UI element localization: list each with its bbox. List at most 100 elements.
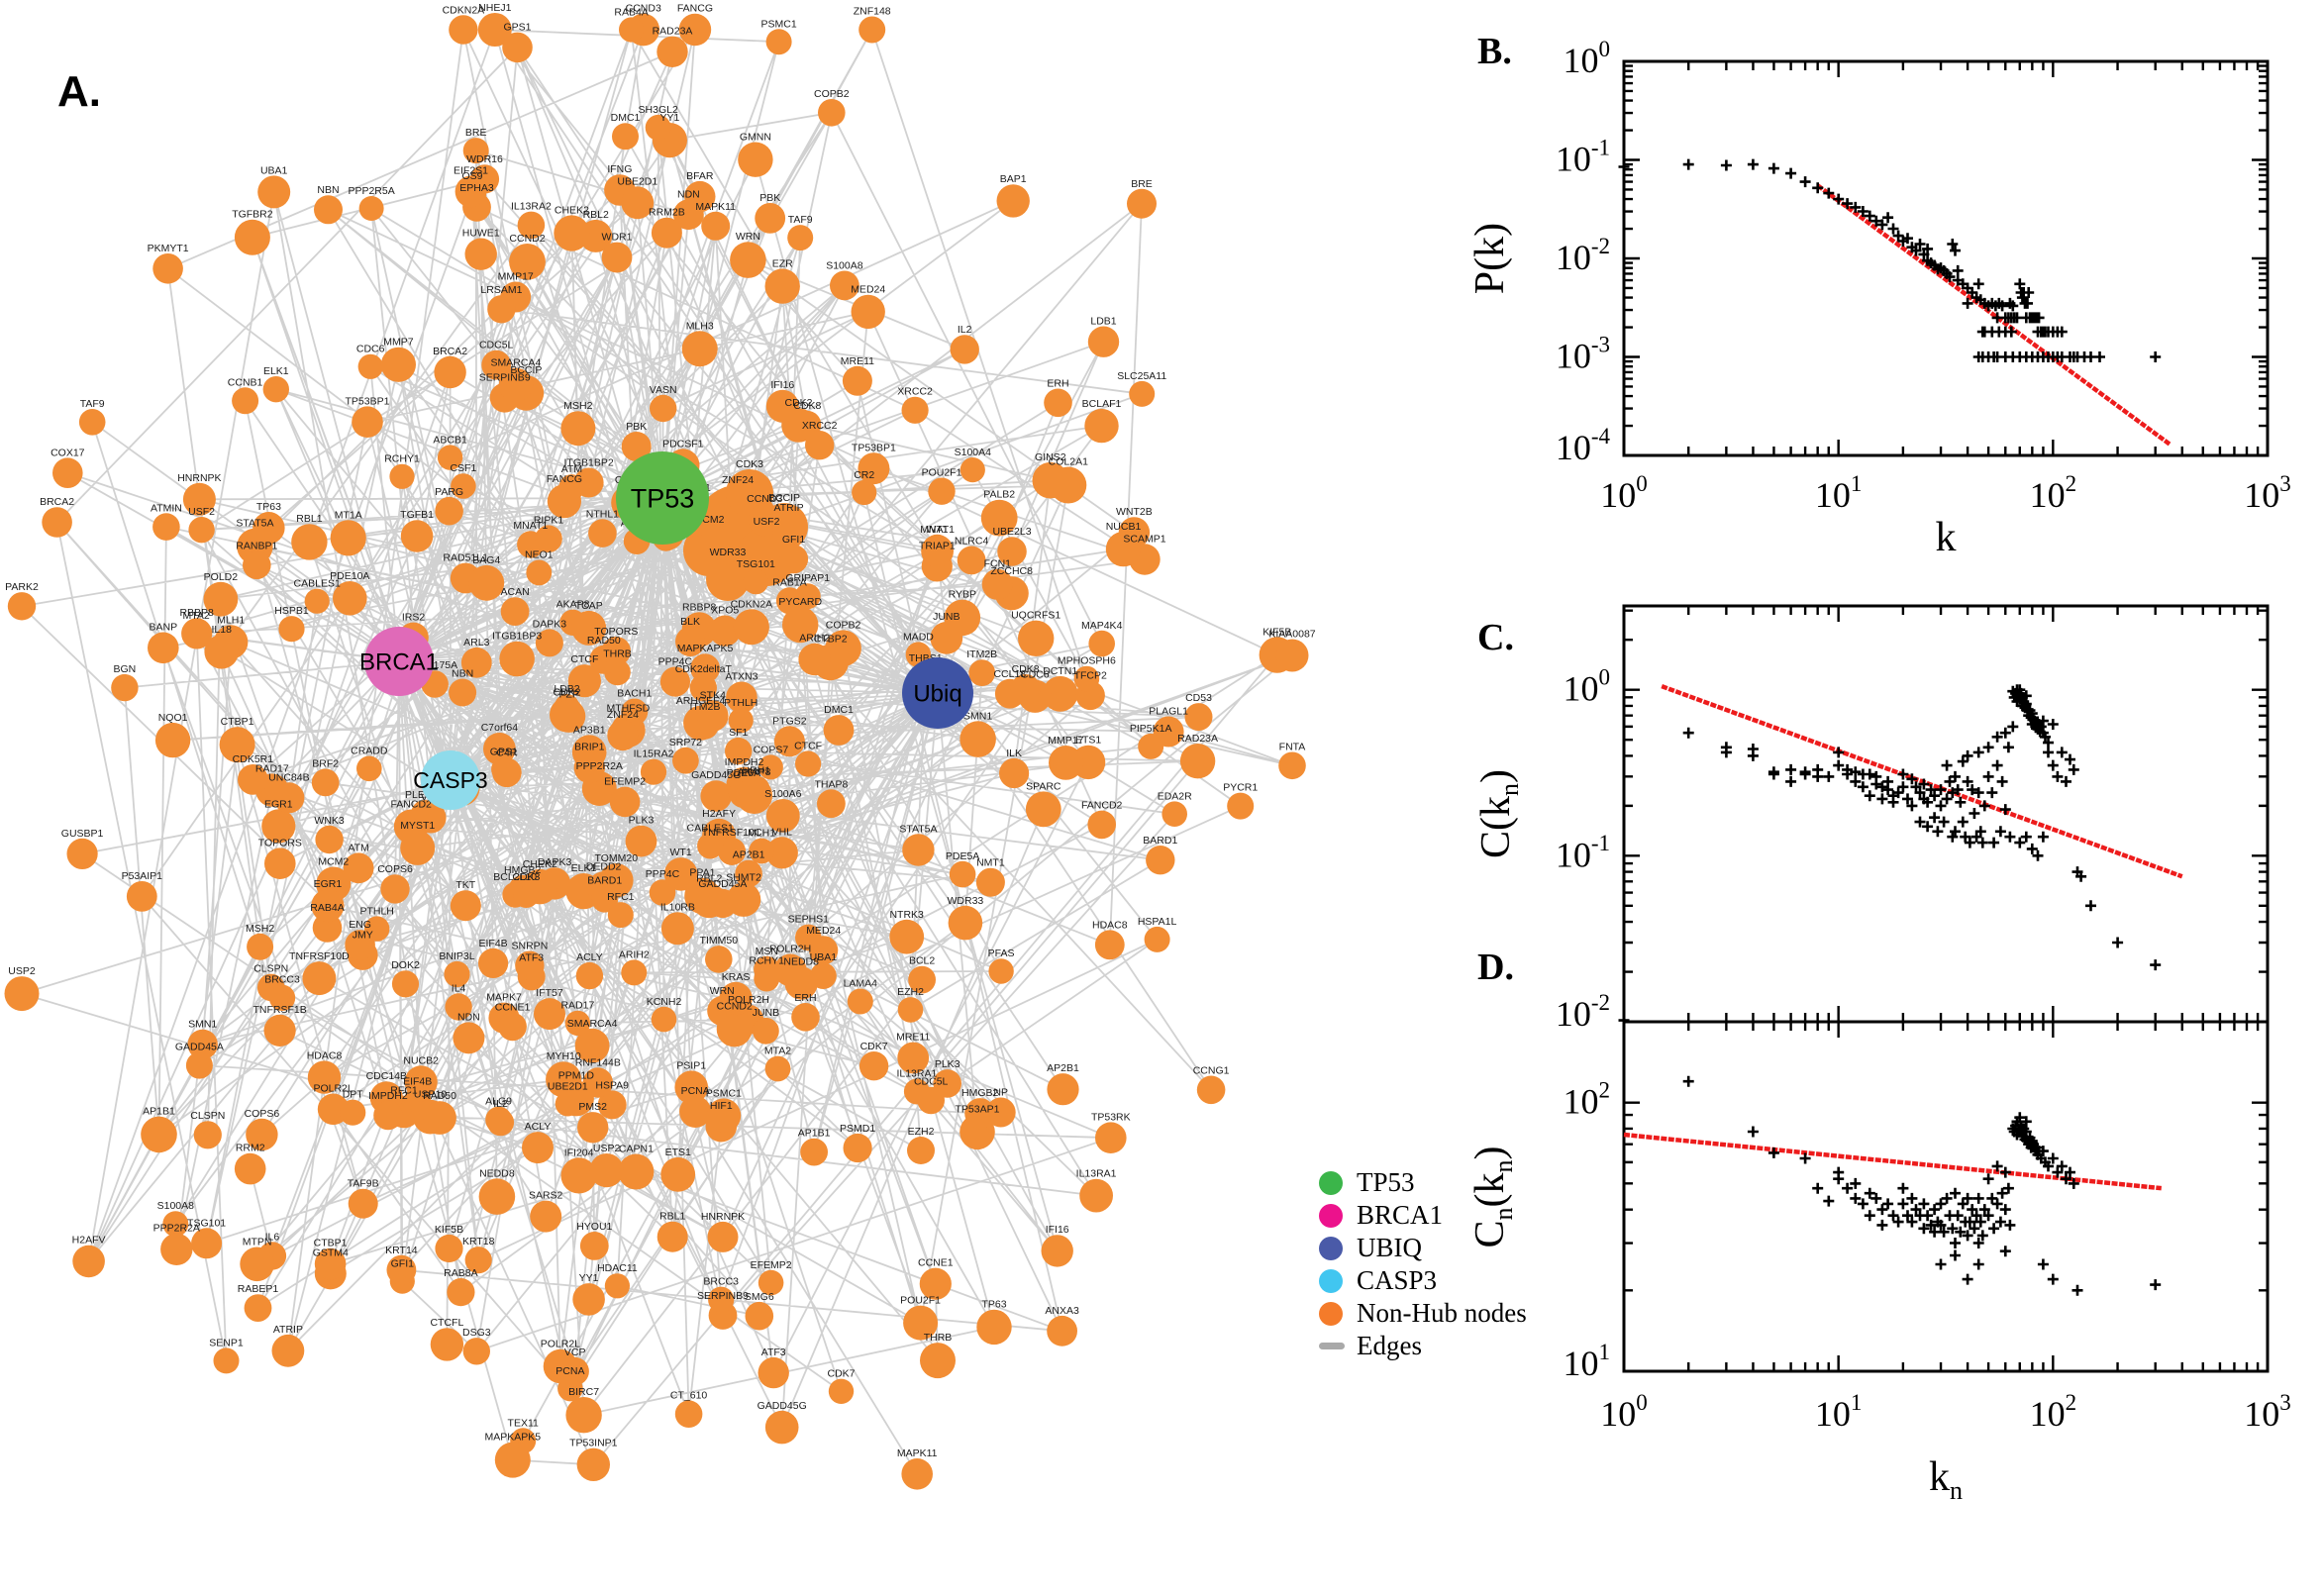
svg-text:GMNN: GMNN	[740, 132, 771, 144]
svg-text:RAB1A: RAB1A	[772, 576, 806, 588]
svg-text:EFEMP2: EFEMP2	[751, 1259, 792, 1271]
svg-text:ZNF24: ZNF24	[607, 709, 639, 721]
svg-text:10-2: 10-2	[1556, 233, 1610, 277]
svg-text:WRN: WRN	[736, 231, 760, 243]
svg-text:DPT: DPT	[343, 1089, 364, 1101]
svg-text:BIRC7: BIRC7	[568, 1386, 599, 1398]
svg-text:COX17: COX17	[50, 447, 85, 458]
svg-text:VCP: VCP	[564, 1347, 586, 1358]
svg-text:TP53BP1: TP53BP1	[852, 442, 896, 453]
svg-text:KRT18: KRT18	[462, 1236, 495, 1247]
svg-text:k: k	[1936, 515, 1957, 560]
svg-text:DOK2: DOK2	[391, 959, 420, 971]
svg-text:STAT5A: STAT5A	[899, 823, 937, 835]
svg-text:TCAP: TCAP	[575, 600, 603, 612]
svg-text:DMC1: DMC1	[611, 112, 641, 124]
edge-line-swatch	[1319, 1343, 1345, 1349]
svg-text:XPO5: XPO5	[711, 605, 739, 617]
svg-text:CHEK2: CHEK2	[523, 858, 557, 870]
svg-text:BLK: BLK	[680, 616, 700, 628]
legend-item-edges: Edges	[1319, 1330, 1557, 1362]
svg-text:PTHLH: PTHLH	[724, 697, 758, 709]
svg-text:TNFRSF10C: TNFRSF10C	[702, 827, 762, 839]
hub-nodes-layer: TP53 BRCA1 CASP3 Ubiq	[359, 451, 973, 810]
svg-text:FANCG: FANCG	[677, 3, 713, 15]
svg-text:BRIP1: BRIP1	[574, 742, 605, 753]
svg-text:AKAP8: AKAP8	[556, 599, 590, 611]
svg-text:LAMA4: LAMA4	[844, 978, 878, 990]
svg-text:IMPDH2: IMPDH2	[725, 756, 764, 768]
svg-text:CCNE1: CCNE1	[495, 1002, 531, 1014]
svg-text:LDB2: LDB2	[554, 683, 579, 695]
svg-text:DEDD2: DEDD2	[586, 860, 622, 872]
svg-text:STK4: STK4	[700, 689, 726, 701]
svg-text:RRM2B: RRM2B	[649, 207, 685, 219]
svg-text:ITM2B: ITM2B	[689, 701, 720, 713]
svg-text:ACLY: ACLY	[525, 1121, 552, 1133]
svg-text:BRCA2: BRCA2	[40, 496, 74, 508]
svg-text:HSPA9: HSPA9	[595, 1079, 629, 1091]
svg-text:JMY: JMY	[353, 929, 373, 941]
legend-item-tp53: TP53	[1319, 1166, 1557, 1199]
svg-text:TGFB1: TGFB1	[400, 509, 434, 521]
svg-text:PPP4C: PPP4C	[646, 868, 680, 880]
svg-text:MLH3: MLH3	[686, 320, 714, 332]
svg-text:JUNB: JUNB	[753, 1007, 779, 1019]
node-circle-swatch	[1319, 1301, 1343, 1326]
chart-b: 100 101 102 103 k 100 10-1 10-2 10-3 10-4 P(k)	[1467, 36, 2291, 560]
svg-text:CCNE1: CCNE1	[918, 1257, 954, 1269]
hub-node-tp53: TP53	[616, 451, 709, 545]
svg-text:TP53BP1: TP53BP1	[346, 395, 390, 407]
svg-text:NTHL1: NTHL1	[586, 508, 619, 520]
svg-text:VASN: VASN	[650, 384, 677, 396]
svg-text:MNAT1: MNAT1	[513, 520, 548, 532]
svg-text:ATM: ATM	[561, 463, 582, 475]
svg-text:GRIPAP1: GRIPAP1	[785, 572, 830, 584]
svg-text:PSIP1: PSIP1	[676, 1059, 706, 1071]
svg-text:IL4: IL4	[452, 982, 466, 994]
svg-text:POLR2L: POLR2L	[541, 1339, 580, 1350]
svg-text:H2AFY: H2AFY	[702, 808, 736, 820]
svg-text:PDE5A: PDE5A	[727, 767, 760, 779]
svg-text:NP: NP	[993, 1087, 1008, 1099]
svg-text:H2AFV: H2AFV	[72, 1235, 106, 1247]
svg-text:CCND2: CCND2	[717, 1000, 753, 1012]
svg-text:SHMT2: SHMT2	[726, 871, 761, 883]
svg-text:WT1: WT1	[670, 847, 692, 858]
svg-text:BRCC3: BRCC3	[264, 974, 300, 986]
svg-text:GADD45A: GADD45A	[175, 1042, 224, 1053]
svg-text:MAPKAPK5: MAPKAPK5	[677, 643, 734, 654]
svg-text:kn​: kn​	[1929, 1454, 1963, 1505]
svg-text:PLK3: PLK3	[629, 815, 655, 827]
svg-text:CABLES1: CABLES1	[687, 822, 734, 834]
svg-text:GADD45G: GADD45G	[691, 769, 741, 781]
svg-text:EPHA3: EPHA3	[459, 182, 494, 194]
svg-text:MCM2: MCM2	[318, 856, 349, 868]
svg-text:KRT14: KRT14	[385, 1245, 418, 1256]
svg-text:BCCIP: BCCIP	[510, 364, 542, 376]
svg-text:RBL2: RBL2	[696, 872, 722, 884]
svg-text:SCAMP1: SCAMP1	[1123, 533, 1165, 545]
svg-text:GPS1: GPS1	[490, 746, 518, 757]
svg-text:YY1: YY1	[579, 1272, 599, 1284]
svg-text:CSF1: CSF1	[450, 462, 476, 474]
panel-label-a: A.	[57, 67, 101, 116]
svg-text:MAP4K4: MAP4K4	[1081, 620, 1123, 632]
svg-text:USP2: USP2	[593, 1143, 621, 1154]
svg-text:POLR2H: POLR2H	[769, 944, 811, 955]
legend: TP53 BRCA1 UBIQ CASP3 Non-Hub nodes Edges	[1319, 1166, 1557, 1362]
svg-text:100: 100	[1563, 663, 1610, 708]
svg-text:TNFRSF1B: TNFRSF1B	[252, 1004, 306, 1016]
node-circle-swatch	[1319, 1236, 1343, 1260]
svg-text:EIF4B: EIF4B	[403, 1076, 432, 1088]
svg-text:ACAN: ACAN	[501, 586, 530, 598]
svg-text:TGFBR2: TGFBR2	[232, 209, 273, 221]
svg-text:ENG: ENG	[349, 919, 371, 931]
svg-text:MAPKAPK5: MAPKAPK5	[484, 1432, 541, 1444]
svg-text:TAF9B: TAF9B	[348, 1178, 379, 1190]
svg-text:AP2B1: AP2B1	[1047, 1062, 1079, 1074]
svg-text:PMS2: PMS2	[578, 1101, 607, 1113]
svg-text:NLRC4: NLRC4	[955, 536, 989, 548]
svg-text:IL13RA2: IL13RA2	[511, 201, 552, 213]
node-circle-swatch	[1319, 1170, 1343, 1195]
